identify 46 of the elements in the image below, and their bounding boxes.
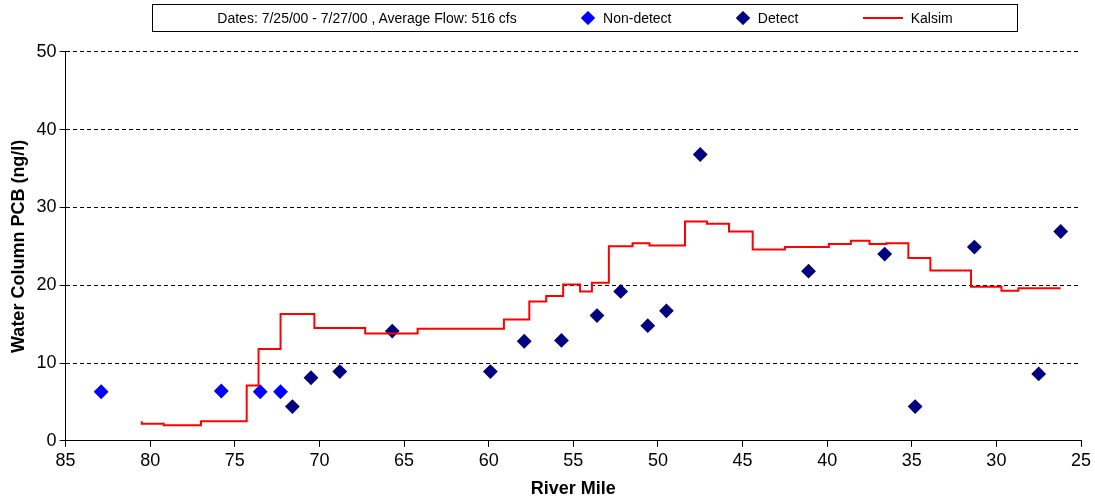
point — [273, 384, 288, 399]
y-tick-label: 40 — [36, 118, 57, 139]
point — [214, 384, 229, 399]
x-tick-label: 30 — [986, 449, 1007, 470]
legend-label: Non-detect — [603, 10, 672, 26]
y-tick-label: 10 — [36, 351, 57, 372]
point — [1031, 366, 1046, 381]
x-tick-label: 65 — [394, 449, 415, 470]
x-tick-label: 35 — [901, 449, 922, 470]
x-tick-label: 50 — [647, 449, 668, 470]
x-tick-label: 75 — [224, 449, 245, 470]
point — [1053, 224, 1068, 239]
point — [640, 318, 655, 333]
point — [967, 240, 982, 255]
legend-title: Dates: 7/25/00 - 7/27/00 , Average Flow: 516 cfs — [217, 10, 517, 26]
point — [554, 333, 569, 348]
x-tick-label: 55 — [563, 449, 584, 470]
point — [332, 364, 347, 379]
x-tick-label: 80 — [140, 449, 161, 470]
legend-label: Detect — [757, 10, 799, 26]
x-tick-label: 40 — [817, 449, 838, 470]
point — [659, 303, 674, 318]
point — [253, 384, 268, 399]
x-tick-label: 45 — [732, 449, 753, 470]
point — [590, 308, 604, 323]
point — [285, 399, 300, 414]
x-tick-label: 70 — [309, 449, 330, 470]
point — [908, 399, 923, 414]
point — [304, 370, 319, 385]
point — [483, 364, 498, 379]
x-tick-label: 85 — [55, 449, 76, 470]
x-tick-label: 60 — [478, 449, 499, 470]
y-tick-label: 30 — [36, 196, 57, 217]
y-tick-label: 50 — [36, 40, 57, 61]
point — [94, 384, 109, 399]
point — [517, 334, 532, 349]
y-axis-title: Water Column PCB (ng/l) — [7, 139, 28, 353]
point — [693, 147, 708, 162]
point — [877, 247, 892, 262]
x-tick-label: 25 — [1070, 449, 1092, 470]
legend-label: Kalsim — [910, 10, 953, 26]
y-tick-label: 0 — [46, 429, 57, 450]
y-tick-label: 20 — [36, 274, 57, 295]
point — [613, 284, 628, 299]
point — [801, 264, 816, 279]
x-axis-title: River Mile — [530, 478, 616, 499]
